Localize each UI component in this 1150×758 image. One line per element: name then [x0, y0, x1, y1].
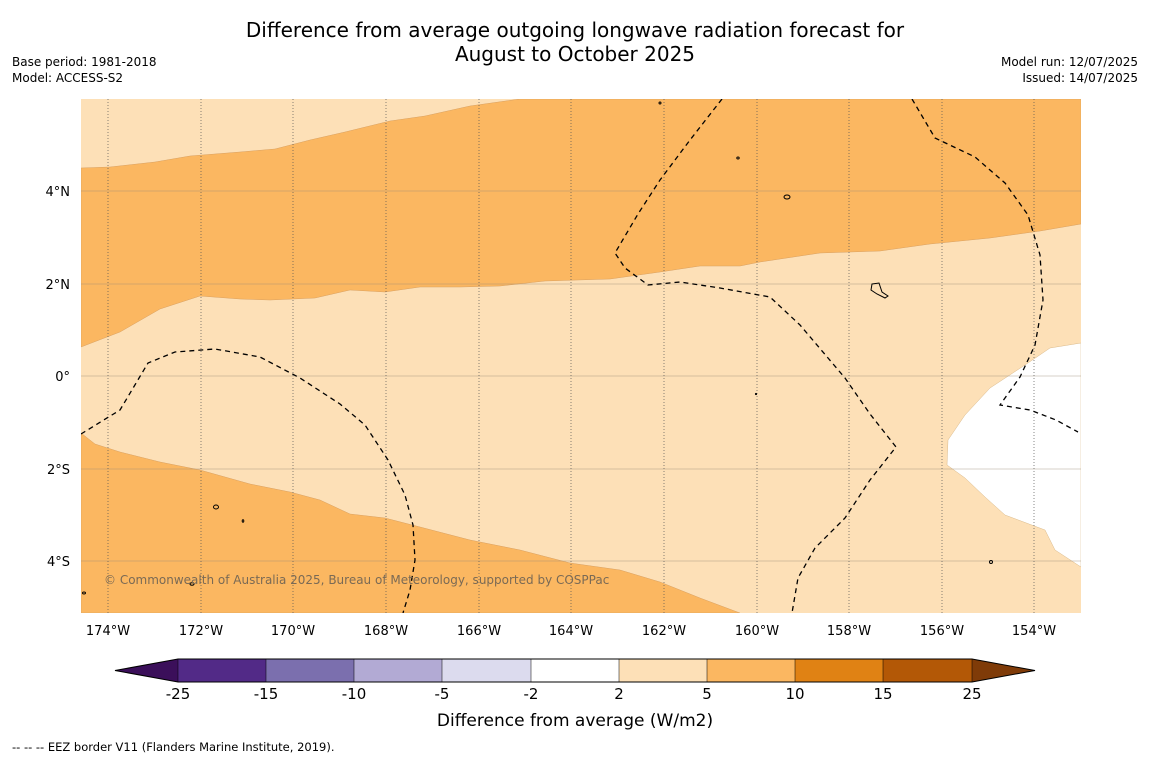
lon-label-158w: 158°W: [827, 624, 871, 639]
colorbar-tick-label: 2: [614, 685, 624, 703]
colorbar-tick-label: -10: [342, 685, 367, 703]
colorbar-segment: [707, 659, 795, 682]
islands: [82, 101, 993, 595]
left-metadata: Base period: 1981-2018 Model: ACCESS-S2: [12, 54, 157, 86]
model-run: Model run: 12/07/2025: [1000, 55, 1138, 69]
colorbar-segment: [619, 659, 707, 682]
title-line-2: August to October 2025: [454, 42, 696, 66]
lon-label-164w: 164°W: [549, 624, 593, 639]
island: [989, 560, 993, 564]
colorbar-tick-label: -2: [524, 685, 539, 703]
colorbar-title: Difference from average (W/m2): [437, 711, 713, 731]
colorbar: -25 -15 -10 -5 -2 2 5 10 15 25 Differenc…: [114, 658, 1036, 731]
lon-label-166w: 166°W: [457, 624, 501, 639]
colorbar-segment: [531, 659, 619, 682]
eez-border-east: [911, 99, 1079, 433]
lon-label-156w: 156°W: [920, 624, 964, 639]
island: [658, 101, 662, 105]
latitude-labels: 4°N 2°N 0° 2°S 4°S: [46, 185, 71, 570]
lat-label-2n: 2°N: [46, 278, 71, 293]
map-title: Difference from average outgoing longwav…: [0, 18, 1150, 66]
lon-label-160w: 160°W: [735, 624, 779, 639]
eez-borders: [81, 99, 1079, 613]
island: [783, 194, 791, 200]
right-metadata: Model run: 12/07/2025 Issued: 14/07/2025: [1001, 54, 1138, 86]
colorbar-tick-labels: -25 -15 -10 -5 -2 2 5 10 15 25: [166, 685, 982, 703]
island: [736, 156, 740, 160]
island: [82, 591, 86, 595]
lon-label-154w: 154°W: [1012, 624, 1056, 639]
band-5-10-south: [81, 432, 741, 613]
island: [241, 519, 245, 523]
colorbar-tick-label: 15: [873, 685, 892, 703]
colorbar-segment: [178, 659, 266, 682]
island: [754, 392, 758, 396]
lat-label-2s: 2°S: [47, 463, 70, 478]
island: [189, 582, 195, 586]
colorbar-tick-label: -25: [166, 685, 191, 703]
island: [213, 504, 219, 510]
island: [870, 282, 889, 299]
eez-footnote: -- -- -- EEZ border V11 (Flanders Marine…: [12, 740, 335, 754]
base-period: Base period: 1981-2018: [12, 55, 157, 69]
colorbar-tick-label: -5: [435, 685, 450, 703]
band-neg2-2-east: [946, 342, 1081, 568]
latitude-gridlines: [81, 190, 1081, 562]
lat-label-4s: 4°S: [47, 555, 70, 570]
colorbar-segment: [883, 659, 972, 682]
colorbar-segment: [795, 659, 883, 682]
copyright-notice: © Commonwealth of Australia 2025, Bureau…: [104, 573, 609, 587]
lon-label-162w: 162°W: [642, 624, 686, 639]
eez-border-central: [614, 99, 897, 613]
map-area: © Commonwealth of Australia 2025, Bureau…: [81, 99, 1081, 613]
lon-label-172w: 172°W: [179, 624, 223, 639]
lon-label-170w: 170°W: [271, 624, 315, 639]
colorbar-extend-high: [972, 659, 1035, 682]
lon-label-174w: 174°W: [86, 624, 130, 639]
eez-border-west: [81, 348, 416, 613]
colorbar-tick-label: 25: [962, 685, 981, 703]
colorbar-tick-label: 5: [702, 685, 712, 703]
colorbar-tick-label: -15: [254, 685, 279, 703]
colorbar-extend-low: [115, 659, 178, 682]
issued-date: Issued: 14/07/2025: [1022, 71, 1138, 85]
band-5-10-north: [81, 99, 1081, 348]
lat-label-0: 0°: [55, 370, 70, 385]
colorbar-segment: [354, 659, 442, 682]
colorbar-dividers: [177, 659, 973, 682]
longitude-labels: 174°W 172°W 170°W 168°W 166°W 164°W 162°…: [86, 624, 1056, 639]
model-name: Model: ACCESS-S2: [12, 71, 124, 85]
colorbar-tick-label: 10: [785, 685, 804, 703]
colorbar-segment: [442, 659, 531, 682]
lat-label-4n: 4°N: [46, 185, 71, 200]
lon-label-168w: 168°W: [364, 624, 408, 639]
title-line-1: Difference from average outgoing longwav…: [245, 18, 905, 42]
colorbar-segment: [266, 659, 354, 682]
